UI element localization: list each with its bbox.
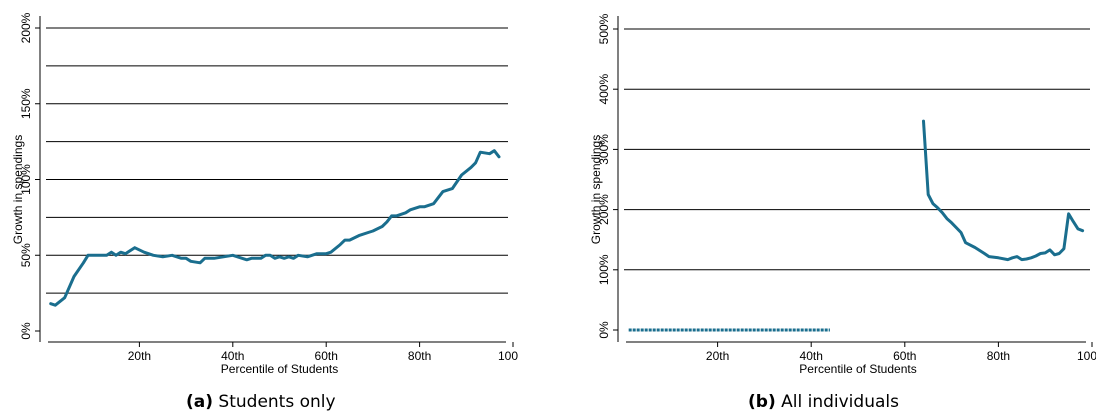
y-axis-title: Growth in spendings — [589, 135, 603, 244]
y-tick-label: 500% — [597, 13, 611, 44]
y-tick-label: 200% — [597, 194, 611, 225]
x-tick-label: 20th — [706, 349, 729, 363]
x-tick-label: 40th — [221, 349, 244, 363]
caption-b-letter: (b) — [748, 392, 776, 412]
caption-a-text: Students only — [218, 392, 336, 412]
x-axis-title: Percentile of Students — [221, 362, 338, 376]
caption-a: (a) Students only — [186, 392, 336, 412]
y-tick-label: 0% — [597, 321, 611, 339]
x-tick-label: 80th — [987, 349, 1010, 363]
y-tick-label: 300% — [597, 134, 611, 165]
chart-a-svg: 0% 50% 100% 150% 200% 20th 40th 60th 80th 100th Pe… — [11, 12, 518, 376]
chart-panel-a: 0% 50% 100% 150% 200% 20th 40th 60th 80th 100th Pe… — [0, 0, 518, 382]
x-tick-label: 100th — [1077, 349, 1096, 363]
caption-b-text: All individuals — [781, 392, 899, 412]
y-tick-label: 50% — [19, 243, 33, 267]
x-tick-label: 60th — [315, 349, 338, 363]
y-tick-label: 150% — [19, 88, 33, 119]
x-tick-label: 80th — [408, 349, 431, 363]
series-line-0 — [49, 149, 501, 307]
y-tick-label: 200% — [19, 12, 33, 43]
x-tick-label: 60th — [893, 349, 916, 363]
caption-a-letter: (a) — [186, 392, 214, 412]
x-axis-title: Percentile of Students — [799, 362, 916, 376]
x-tick-label: 20th — [128, 349, 151, 363]
y-tick-label: 0% — [19, 322, 33, 340]
y-tick-label: 100% — [19, 164, 33, 195]
caption-b: (b) All individuals — [748, 392, 899, 412]
x-tick-label: 40th — [800, 349, 823, 363]
chart-panel-b: 0% 100% 200% 300% 400% 500% 20th 40th 60th 80th 10… — [578, 0, 1096, 382]
series-line-1 — [922, 119, 1085, 262]
y-tick-label: 100% — [597, 254, 611, 285]
y-axis-title: Growth in spendings — [11, 135, 25, 244]
x-tick-label: 100th — [498, 349, 518, 363]
chart-b-svg: 0% 100% 200% 300% 400% 500% 20th 40th 60th 80th 10… — [589, 13, 1096, 376]
y-tick-label: 400% — [597, 74, 611, 105]
